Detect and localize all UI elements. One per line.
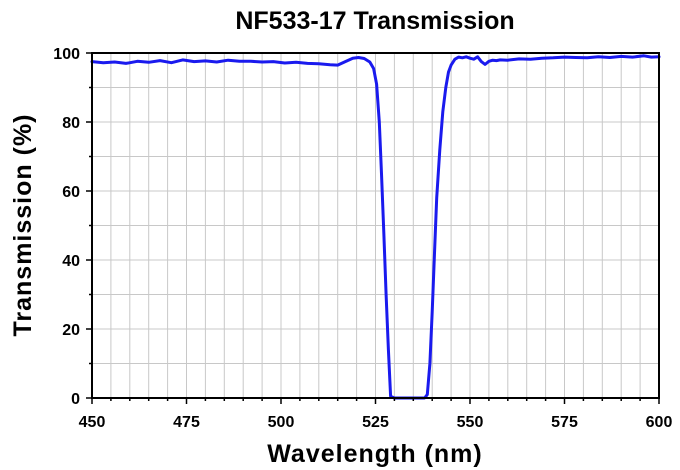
y-tick-label: 100	[53, 46, 80, 63]
y-tick-label: 40	[62, 253, 80, 270]
axis-ticks: 450 475 500 525 550 575 600 0 20 40 60 80 100	[53, 46, 672, 431]
y-tick-label: 0	[71, 391, 80, 408]
x-axis-label: Wavelength (nm)	[267, 440, 482, 468]
chart-title: NF533-17 Transmission	[235, 7, 514, 35]
x-tick-label: 475	[173, 414, 200, 431]
y-tick-label: 20	[62, 322, 80, 339]
grid-lines	[92, 53, 659, 398]
x-tick-label: 525	[362, 414, 389, 431]
x-tick-label: 600	[646, 414, 673, 431]
y-tick-label: 60	[62, 184, 80, 201]
y-tick-label: 80	[62, 115, 80, 132]
x-tick-label: 450	[79, 414, 106, 431]
y-axis-label: Transmission (%)	[9, 114, 37, 337]
x-tick-label: 575	[551, 414, 578, 431]
x-tick-label: 550	[457, 414, 484, 431]
x-tick-label: 500	[268, 414, 295, 431]
